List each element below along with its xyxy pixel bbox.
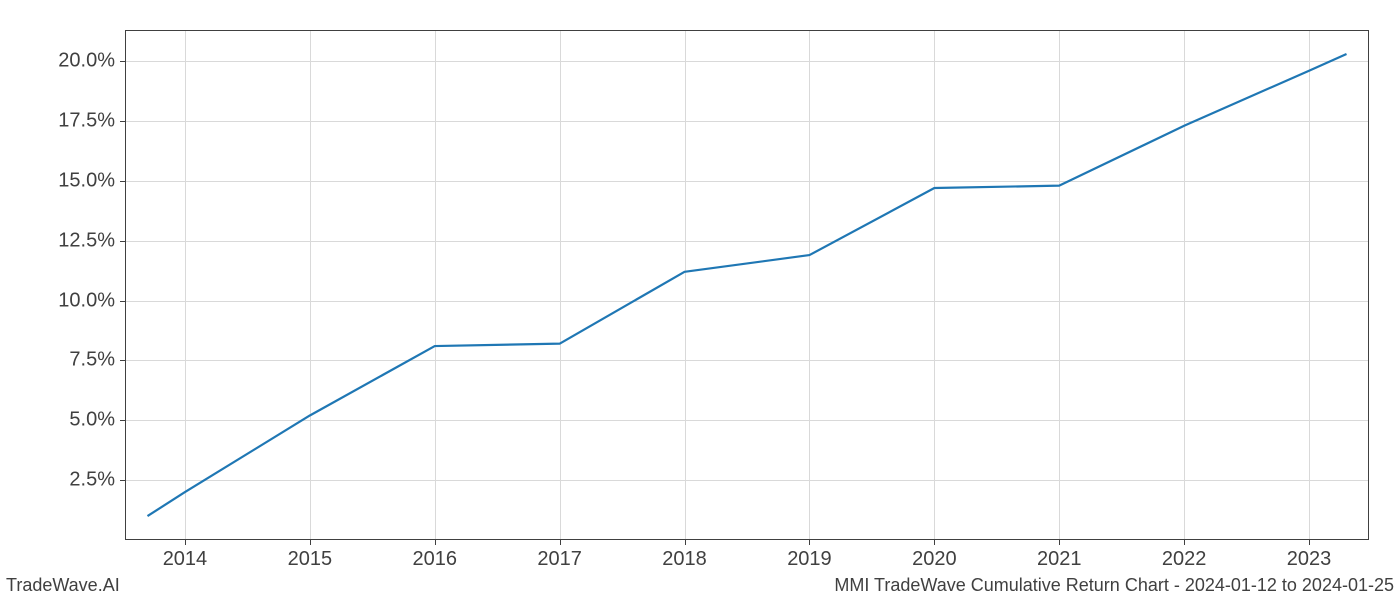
x-tick: [1184, 540, 1185, 545]
y-tick: [120, 121, 125, 122]
y-tick: [120, 241, 125, 242]
x-tick: [1059, 540, 1060, 545]
x-tick-label: 2015: [288, 548, 333, 571]
y-tick-label: 5.0%: [69, 409, 115, 432]
x-tick-label: 2021: [1037, 548, 1082, 571]
footer-right-label: MMI TradeWave Cumulative Return Chart - …: [834, 575, 1394, 596]
x-tick: [560, 540, 561, 545]
x-tick-label: 2014: [163, 548, 208, 571]
x-tick-label: 2023: [1287, 548, 1332, 571]
x-tick-label: 2022: [1162, 548, 1207, 571]
x-tick-label: 2019: [787, 548, 832, 571]
x-tick-label: 2016: [413, 548, 458, 571]
line-path: [147, 54, 1346, 516]
y-tick-label: 7.5%: [69, 349, 115, 372]
x-tick-label: 2017: [537, 548, 582, 571]
x-tick: [934, 540, 935, 545]
spine-top: [125, 30, 1369, 31]
y-tick-label: 2.5%: [69, 469, 115, 492]
plot-area: [125, 30, 1369, 540]
x-tick: [1309, 540, 1310, 545]
y-tick: [120, 301, 125, 302]
x-tick-label: 2020: [912, 548, 957, 571]
spine-bottom: [125, 539, 1369, 540]
chart-container: 2014 2015 2016 2017 2018 2019 2020 2021 2022 2023…: [0, 0, 1400, 600]
y-tick-label: 15.0%: [58, 169, 115, 192]
x-tick: [185, 540, 186, 545]
spine-right: [1368, 30, 1369, 540]
y-tick: [120, 61, 125, 62]
line-series: [125, 30, 1369, 540]
x-tick: [809, 540, 810, 545]
x-tick: [310, 540, 311, 545]
footer-left-label: TradeWave.AI: [6, 575, 120, 596]
spine-left: [125, 30, 126, 540]
y-tick: [120, 420, 125, 421]
y-tick-label: 17.5%: [58, 109, 115, 132]
x-tick: [685, 540, 686, 545]
y-tick-label: 10.0%: [58, 289, 115, 312]
y-tick-label: 12.5%: [58, 229, 115, 252]
y-tick: [120, 480, 125, 481]
y-tick: [120, 360, 125, 361]
x-tick-label: 2018: [662, 548, 707, 571]
y-tick: [120, 181, 125, 182]
y-tick-label: 20.0%: [58, 50, 115, 73]
x-tick: [435, 540, 436, 545]
